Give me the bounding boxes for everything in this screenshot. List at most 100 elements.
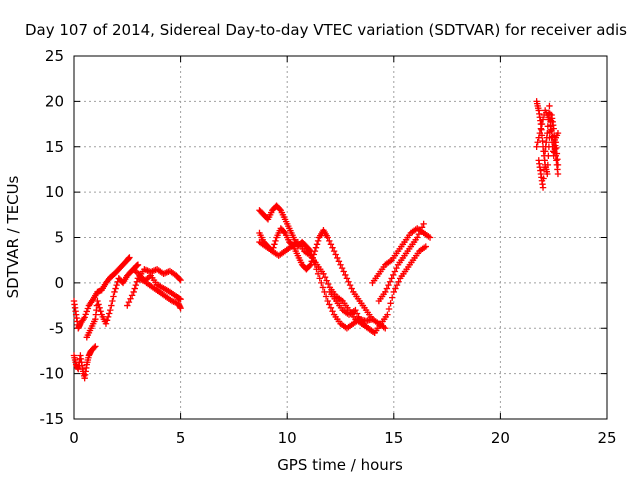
y-tick-label: 0 (54, 274, 64, 292)
data-point (131, 285, 138, 292)
data-point (418, 224, 426, 231)
data-point (387, 300, 394, 307)
x-tick-label: 0 (69, 429, 79, 447)
data-point (345, 278, 352, 285)
data-point (134, 261, 142, 268)
data-point (329, 244, 336, 251)
data-point (326, 237, 333, 245)
data-point (307, 261, 314, 268)
data-point (547, 121, 554, 129)
data-point (329, 308, 336, 315)
series-track-12 (375, 220, 427, 305)
data-point (91, 344, 98, 351)
data-point (177, 276, 184, 284)
data-point (125, 298, 133, 306)
data-point (325, 280, 332, 288)
data-point (280, 228, 288, 236)
data-point (97, 308, 104, 315)
y-axis-label: SDTVAR / TECUs (4, 175, 22, 298)
data-point (544, 170, 551, 178)
data-point (346, 281, 354, 289)
data-point (553, 144, 560, 152)
data-point (536, 129, 544, 137)
data-point (96, 304, 103, 312)
data-point (326, 301, 333, 308)
data-point (539, 137, 546, 145)
data-point (81, 314, 88, 321)
data-point (103, 317, 111, 324)
data-point (554, 129, 562, 137)
data-point (548, 127, 555, 135)
data-point (84, 305, 92, 312)
data-point (337, 261, 344, 268)
data-point (112, 285, 119, 292)
y-tick-label: -10 (40, 365, 65, 383)
data-point (414, 234, 421, 241)
data-point (102, 320, 110, 327)
data-point (105, 310, 113, 317)
data-point (393, 281, 401, 289)
data-point (335, 258, 343, 265)
data-point (392, 285, 399, 292)
x-tick-label: 15 (384, 429, 403, 447)
data-point (124, 302, 131, 309)
data-point (390, 288, 397, 296)
data-point (128, 292, 136, 299)
data-points (70, 98, 562, 382)
y-tick-label: -15 (40, 410, 65, 428)
data-point (385, 305, 393, 313)
data-point (533, 143, 540, 150)
data-point (177, 296, 184, 303)
data-point (386, 278, 394, 285)
data-point (554, 161, 562, 169)
data-point (382, 325, 389, 332)
data-point (320, 270, 327, 277)
data-point (426, 234, 434, 241)
data-point (535, 134, 542, 141)
series-track-9 (256, 238, 378, 336)
data-point (540, 175, 547, 182)
chart-title: Day 107 of 2014, Sidereal Day-to-day VTE… (25, 21, 627, 39)
data-point (82, 311, 89, 318)
data-point (271, 241, 278, 248)
y-tick-label: 25 (45, 47, 64, 65)
data-point (95, 301, 102, 308)
data-point (313, 241, 321, 248)
x-tick-label: 5 (176, 429, 186, 447)
data-point (127, 295, 134, 302)
data-point (324, 234, 331, 241)
data-point (343, 275, 351, 282)
series-track-15 (533, 107, 562, 150)
data-point (276, 205, 283, 213)
series-track-2 (70, 343, 99, 382)
data-point (340, 268, 347, 275)
data-point (111, 288, 118, 296)
data-point (546, 116, 553, 123)
data-point (321, 274, 329, 281)
data-point (327, 241, 335, 248)
data-point (342, 271, 349, 279)
data-point (311, 247, 319, 255)
data-point (110, 293, 117, 300)
data-point (383, 285, 391, 292)
grid-lines (74, 56, 607, 419)
data-point (534, 139, 541, 146)
data-point (83, 308, 90, 315)
y-tick-label: 5 (54, 229, 64, 247)
data-point (389, 294, 396, 301)
data-point (323, 277, 330, 284)
data-point (332, 251, 339, 258)
data-point (388, 275, 395, 282)
data-point (338, 264, 346, 272)
data-point (330, 247, 338, 255)
data-point (126, 254, 133, 261)
data-point (113, 281, 120, 289)
data-point (353, 310, 361, 317)
data-point (176, 275, 183, 283)
data-point (130, 288, 137, 296)
data-point (272, 237, 279, 245)
data-point (357, 317, 364, 324)
data-point (539, 184, 547, 191)
data-point (348, 285, 355, 292)
data-point (306, 262, 313, 270)
